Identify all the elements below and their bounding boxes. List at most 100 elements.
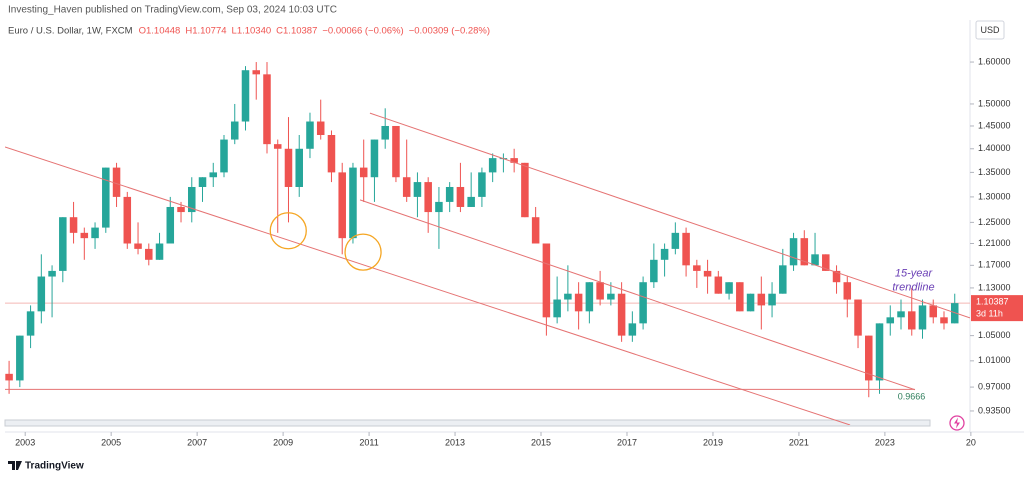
candle-body — [349, 167, 357, 239]
candle — [875, 323, 884, 394]
candle-body — [478, 172, 486, 197]
candle — [273, 139, 282, 233]
candle-body — [413, 182, 422, 197]
candle-body — [800, 238, 809, 266]
candle — [306, 112, 314, 159]
x-tick-label: 2007 — [187, 437, 207, 447]
candle-body — [445, 186, 454, 202]
candle-body — [37, 276, 46, 312]
candle-body — [306, 121, 314, 149]
trendline — [369, 112, 970, 319]
candle — [445, 182, 454, 213]
candle-body — [134, 243, 142, 249]
x-tick-label: 2015 — [531, 437, 551, 447]
candle-body — [918, 305, 927, 330]
candle-body — [714, 276, 723, 294]
candle-body — [91, 227, 99, 239]
x-tick-label: 2017 — [617, 437, 637, 447]
candle — [929, 299, 938, 324]
candle — [48, 265, 56, 318]
candle — [521, 162, 529, 218]
x-tick-label: 2011 — [359, 437, 378, 447]
candle — [91, 222, 99, 249]
candle — [671, 222, 680, 255]
candle-body — [230, 121, 239, 140]
candle-body — [789, 238, 798, 266]
candle — [295, 135, 303, 197]
tradingview-logo: TradingView — [8, 461, 84, 472]
candle — [220, 135, 228, 178]
candle-body — [607, 293, 615, 300]
level-label: 0.9666 — [898, 392, 926, 402]
y-tick-label: 0.97000 — [978, 381, 1011, 391]
candle-body — [456, 186, 465, 207]
candle — [746, 293, 755, 312]
y-tick-label: 1.50000 — [978, 98, 1011, 108]
candle — [37, 254, 46, 324]
y-tick-label: 1.05000 — [978, 330, 1011, 340]
candle-body — [542, 243, 551, 318]
candle — [80, 227, 89, 260]
candle-body — [467, 196, 475, 207]
scrollbar[interactable] — [4, 419, 931, 427]
candle-body — [59, 217, 67, 271]
candle-body — [273, 144, 282, 149]
candle — [316, 99, 325, 140]
candle-body — [370, 139, 379, 178]
candle — [736, 282, 744, 312]
candle-body — [779, 265, 787, 294]
y-tick-label: 1.17000 — [978, 260, 1011, 270]
currency-box[interactable] — [975, 20, 1005, 40]
highlight-circle — [344, 233, 382, 271]
annotation: trendline — [892, 282, 934, 294]
candle — [628, 311, 637, 342]
candle — [617, 282, 626, 342]
candle-body — [510, 158, 518, 163]
candle-body — [188, 186, 196, 213]
candle — [822, 254, 830, 271]
candle — [263, 62, 271, 154]
plot — [5, 62, 970, 425]
y-tick-label: 1.35000 — [978, 167, 1011, 177]
candle-body — [316, 121, 325, 136]
alert-icon[interactable] — [949, 415, 965, 431]
candle-body — [392, 125, 400, 178]
candle — [488, 153, 497, 183]
candle — [134, 222, 142, 255]
candle-body — [811, 254, 819, 266]
candle — [166, 196, 175, 244]
candle — [768, 282, 776, 318]
candle — [510, 148, 518, 173]
quote-value: −0.00309 (−0.28%) — [409, 26, 490, 37]
candle — [854, 299, 862, 349]
candle-body — [929, 305, 938, 318]
trendline — [359, 199, 916, 391]
candle-body — [284, 148, 293, 187]
candle — [16, 335, 24, 388]
candle — [639, 276, 647, 330]
candle-body — [359, 167, 368, 178]
candle-body — [48, 270, 56, 277]
candle-body — [145, 248, 153, 260]
x-tick-label: 2019 — [703, 437, 723, 447]
candle-body — [252, 70, 261, 75]
candle-body — [746, 293, 755, 312]
candle — [435, 186, 443, 249]
candle — [478, 167, 486, 207]
candle — [585, 282, 594, 324]
candle — [811, 232, 819, 266]
countdown: 3d 11h — [976, 308, 1003, 318]
price-label-bg — [971, 295, 1023, 322]
candle-body — [177, 206, 185, 213]
candle — [660, 243, 669, 277]
y-tick-label: 1.30000 — [978, 191, 1011, 201]
quote-value: C1.10387 — [276, 26, 317, 37]
candle — [123, 191, 132, 249]
candle-body — [639, 282, 647, 324]
candle — [779, 248, 787, 294]
candle-body — [940, 317, 948, 324]
symbol: Euro / U.S. Dollar, 1W, FXCM — [8, 26, 133, 37]
candle-body — [617, 293, 626, 336]
candle-body — [596, 282, 604, 300]
